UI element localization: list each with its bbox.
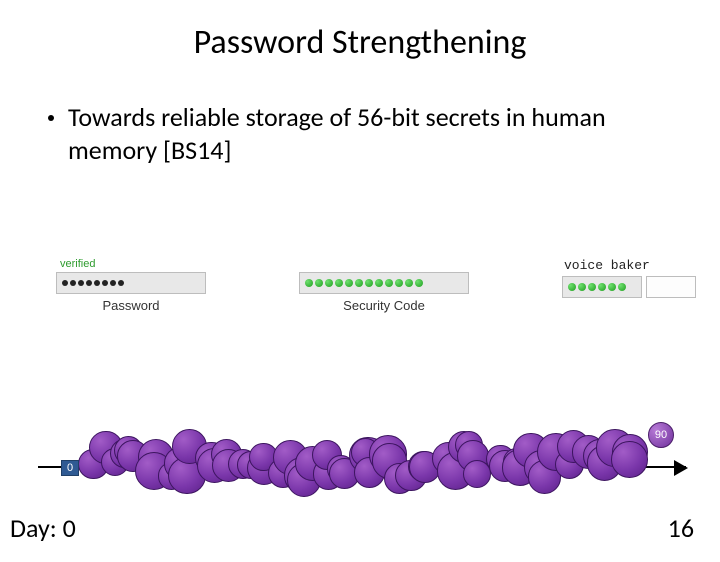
day-value: 0: [63, 512, 76, 544]
password-group: verified Password: [56, 258, 206, 313]
voice-input-filled[interactable]: [562, 276, 642, 298]
security-code-label: Security Code: [343, 298, 425, 313]
arrowhead-icon: [674, 460, 688, 476]
bullet-dot-icon: [48, 115, 54, 121]
password-input[interactable]: [56, 272, 206, 294]
bullet-item: Towards reliable storage of 56-bit secre…: [48, 101, 720, 166]
page-number: 16: [668, 512, 694, 544]
voice-input-empty[interactable]: [646, 276, 696, 298]
credentials-row: verified Password Security Code voice ba…: [56, 258, 696, 313]
timeline-axis: [38, 466, 686, 468]
login-blob: [78, 426, 648, 498]
timeline-end-circle: 90: [648, 422, 674, 448]
timeline: 0 90: [38, 420, 686, 510]
day-counter: Day: 0: [10, 512, 76, 544]
voice-group: voice baker: [562, 258, 696, 298]
verified-label: verified: [60, 258, 95, 270]
bullet-text: Towards reliable storage of 56-bit secre…: [68, 101, 648, 166]
security-code-input[interactable]: [299, 272, 469, 294]
security-code-group: Security Code: [299, 272, 469, 313]
slide-title: Password Strengthening: [0, 22, 720, 63]
day-prefix: Day:: [10, 512, 63, 544]
voice-words-label: voice baker: [564, 258, 696, 273]
timeline-start-chip: 0: [61, 460, 79, 476]
password-label: Password: [102, 298, 159, 313]
